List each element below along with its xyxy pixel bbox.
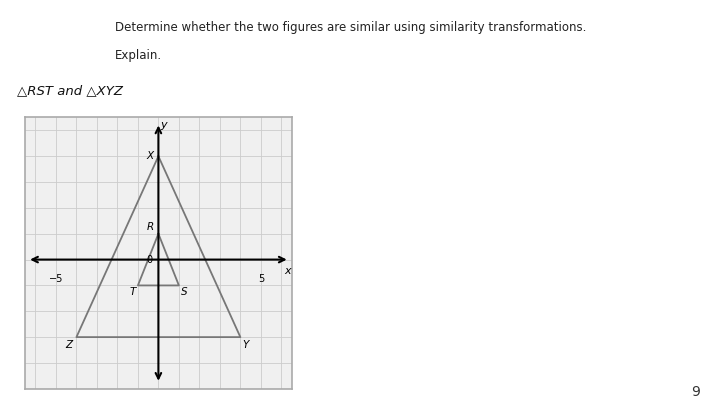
Text: X: X [146,151,153,161]
Text: x: x [284,266,291,276]
Text: △RST and △XYZ: △RST and △XYZ [17,85,123,98]
Text: R: R [147,222,154,232]
Text: 5: 5 [258,274,264,284]
Text: 0: 0 [146,255,152,264]
Text: Explain.: Explain. [115,49,162,62]
Text: Determine whether the two figures are similar using similarity transformations.: Determine whether the two figures are si… [115,21,587,34]
Text: S: S [181,287,188,297]
Text: T: T [130,287,136,297]
Text: y: y [161,120,167,130]
Text: −5: −5 [49,274,63,284]
Text: 9: 9 [691,385,700,399]
Text: EXPLAIN 1A: EXPLAIN 1A [20,35,91,48]
Text: Y: Y [243,340,249,350]
Text: Z: Z [66,340,72,350]
